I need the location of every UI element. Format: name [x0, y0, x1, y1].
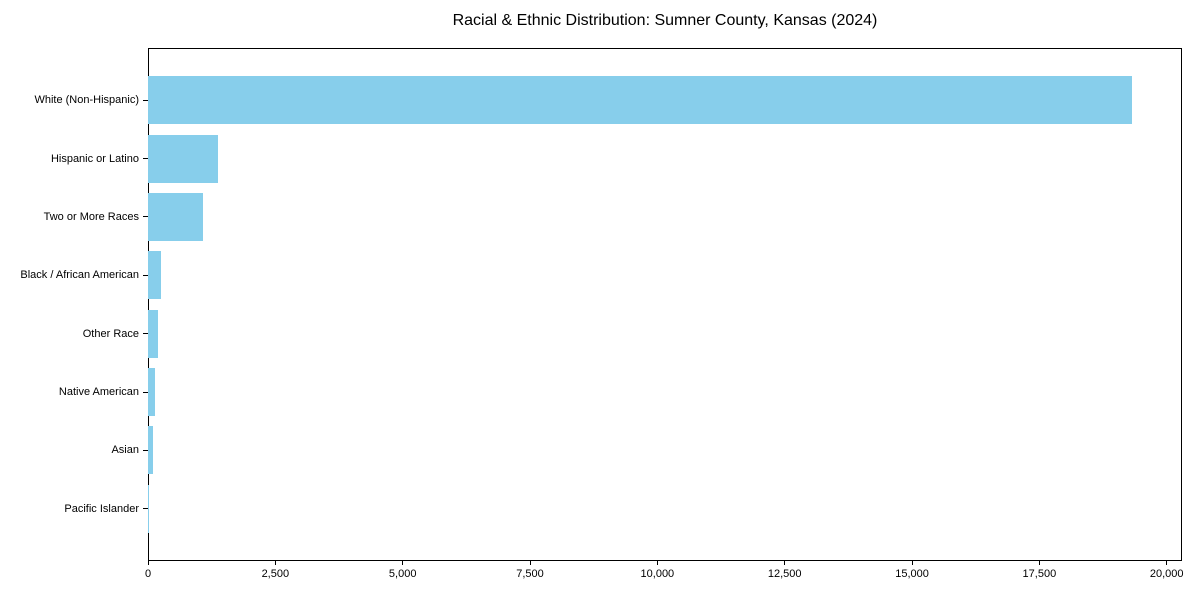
- category-label: Native American: [58, 386, 139, 399]
- x-tick-label: 17,500: [1022, 568, 1057, 580]
- x-tick-label: 15,000: [895, 568, 929, 580]
- y-tick-mark: [143, 274, 148, 276]
- bar-track: [148, 129, 1182, 187]
- bar-track: [148, 305, 1182, 363]
- x-tick-label: 10,000: [640, 568, 675, 580]
- bar-track: [148, 421, 1182, 479]
- bar-row: Two or More Races: [0, 188, 1182, 246]
- bar: [148, 76, 1133, 125]
- bar: [148, 192, 203, 241]
- category-label: Hispanic or Latino: [50, 152, 139, 165]
- bar: [148, 134, 219, 183]
- bar-row: Hispanic or Latino: [0, 129, 1182, 187]
- x-tick-mark: [656, 561, 658, 565]
- x-tick-mark: [147, 561, 149, 565]
- y-label-cell: Black / African American: [0, 269, 148, 281]
- bar-row: Pacific Islander: [0, 480, 1182, 538]
- y-label-cell: White (Non-Hispanic): [0, 94, 148, 106]
- x-tick-label: 2,500: [261, 568, 290, 580]
- y-tick-mark: [143, 99, 148, 101]
- y-tick-mark: [143, 158, 148, 160]
- bar-track: [148, 480, 1182, 538]
- bar-track: [148, 363, 1182, 421]
- bar-track: [148, 71, 1182, 129]
- chart-title: Racial & Ethnic Distribution: Sumner Cou…: [452, 12, 878, 29]
- bar: [148, 368, 156, 417]
- y-label-cell: Hispanic or Latino: [0, 153, 148, 165]
- bar: [148, 251, 162, 300]
- y-tick-mark: [143, 508, 148, 510]
- y-label-cell: Native American: [0, 386, 148, 398]
- y-tick-mark: [143, 449, 148, 451]
- bar-track: [148, 188, 1182, 246]
- x-tick-mark: [274, 561, 276, 565]
- x-tick-mark: [784, 561, 786, 565]
- x-tick-mark: [911, 561, 913, 565]
- x-axis: 0 2,500 5,000 7,500 10,000 12,500 15,000: [144, 561, 1184, 591]
- y-label-cell: Two or More Races: [0, 211, 148, 223]
- bar-row: Other Race: [0, 305, 1182, 363]
- y-label-cell: Pacific Islander: [0, 503, 148, 515]
- x-tick-mark: [1038, 561, 1040, 565]
- category-label: Black / African American: [20, 269, 139, 282]
- plot-area: [148, 48, 1182, 561]
- bar-track: [148, 246, 1182, 304]
- bar-row: Asian: [0, 421, 1182, 479]
- bar-row: White (Non-Hispanic): [0, 71, 1182, 129]
- category-label: White (Non-Hispanic): [34, 94, 139, 107]
- x-tick-mark: [529, 561, 531, 565]
- y-tick-mark: [143, 216, 148, 218]
- x-tick-mark: [402, 561, 404, 565]
- x-tick-label: 12,500: [767, 568, 802, 580]
- category-label: Pacific Islander: [64, 502, 139, 515]
- y-label-cell: Asian: [0, 444, 148, 456]
- bar-row: Black / African American: [0, 246, 1182, 304]
- bar: [148, 426, 154, 475]
- category-label: Two or More Races: [43, 210, 139, 223]
- bar-rows: White (Non-Hispanic) Hispanic or Latino …: [0, 48, 1182, 561]
- y-label-cell: Other Race: [0, 328, 148, 340]
- x-tick-mark: [1166, 561, 1168, 565]
- bar: [148, 309, 159, 358]
- x-tick-label: 5,000: [388, 568, 417, 580]
- y-tick-mark: [143, 333, 148, 335]
- x-tick-label: 7,500: [516, 568, 544, 580]
- x-tick-label: 0: [144, 568, 152, 580]
- category-label: Other Race: [82, 327, 139, 340]
- x-tick-label: 20,000: [1149, 568, 1184, 580]
- bar-row: Native American: [0, 363, 1182, 421]
- bar: [148, 484, 149, 533]
- category-label: Asian: [111, 444, 139, 457]
- y-tick-mark: [143, 391, 148, 393]
